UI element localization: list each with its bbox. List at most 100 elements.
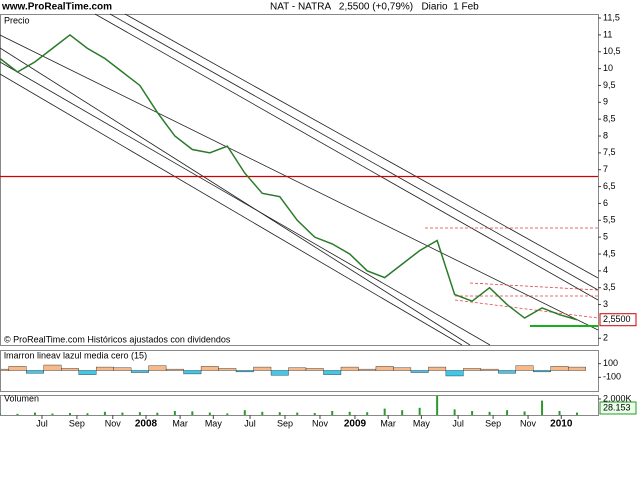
volume-bar <box>156 412 159 415</box>
y-tick-label: 6 <box>603 198 608 208</box>
osc-bar <box>95 366 114 371</box>
volume-bar <box>261 411 264 415</box>
osc-bar <box>148 365 167 371</box>
volume-bar <box>488 411 491 415</box>
volume-bar <box>401 410 404 415</box>
x-tick-label: Nov <box>520 418 537 428</box>
osc-bar <box>78 370 97 375</box>
osc-frame <box>0 350 599 392</box>
x-tick-label: 2010 <box>550 419 573 430</box>
osc-bar <box>8 366 27 371</box>
osc-bar <box>323 370 342 375</box>
volume-bar <box>226 413 229 415</box>
price-line <box>0 33 578 321</box>
x-tick-label: Mar <box>172 418 188 428</box>
channel-lines <box>0 13 599 346</box>
y-tick-label: 8 <box>603 130 608 140</box>
osc-bar <box>428 366 447 371</box>
y-tick-label: 6,5 <box>603 181 616 191</box>
osc-bar <box>288 367 307 371</box>
volume-bar <box>243 410 246 415</box>
y-tick-label: 4 <box>603 265 608 275</box>
osc-bar <box>568 366 586 371</box>
volume-bar <box>541 400 544 415</box>
site: www.ProRealTime.com <box>1 2 112 13</box>
x-tick-label: Sep <box>277 418 293 428</box>
panel-title: lmarron lineav lazul media cero (15) <box>4 350 147 360</box>
volume-bar <box>191 411 194 415</box>
osc-bar <box>515 365 534 371</box>
volume-bar <box>558 411 561 415</box>
y-tick-label: -100 <box>603 372 621 382</box>
volume-bar <box>576 412 579 415</box>
volume-bar <box>436 395 439 415</box>
volume-bar <box>383 408 386 415</box>
volume-bar <box>173 411 176 415</box>
vol-frame <box>0 395 599 416</box>
volume-bar <box>348 411 351 415</box>
osc-bar <box>375 366 394 371</box>
osc-bar <box>165 368 184 371</box>
osc-bar <box>358 368 377 371</box>
volume-bar <box>121 412 124 415</box>
osc-bar <box>60 368 79 371</box>
y-tick-label: 10,5 <box>603 46 621 56</box>
volume-bar <box>208 412 211 415</box>
volume-bar <box>138 412 141 415</box>
volume-bar <box>366 412 369 415</box>
y-tick-label: 4,5 <box>603 248 616 258</box>
volume-bar <box>16 413 19 415</box>
y-tick-label: 5,5 <box>603 215 616 225</box>
volume-bar <box>33 412 36 415</box>
x-tick-label: May <box>205 418 223 428</box>
y-tick-label: 100 <box>603 358 618 368</box>
y-tick-label: 9 <box>603 97 608 107</box>
x-tick-label: 2008 <box>135 419 158 430</box>
volume-bar <box>471 411 474 415</box>
y-tick-label: 10 <box>603 63 613 73</box>
y-tick-label: 7 <box>603 164 608 174</box>
x-tick-label: Sep <box>69 418 85 428</box>
osc-bar <box>463 368 482 371</box>
x-tick-label: May <box>413 418 431 428</box>
x-tick-label: Jul <box>244 418 256 428</box>
volume-bar <box>313 413 316 415</box>
y-tick-label: 2.000K <box>603 393 632 403</box>
osc-bar <box>270 370 289 376</box>
y-tick-label: 3 <box>603 299 608 309</box>
volume-bar <box>506 410 509 415</box>
y-tick-label: 8,5 <box>603 114 616 124</box>
x-tick-label: Nov <box>312 418 329 428</box>
volume-bar <box>453 409 456 415</box>
osc-bar <box>498 370 517 374</box>
volume-bar <box>51 413 54 415</box>
osc-bar <box>0 368 9 371</box>
panel-title: Precio <box>4 15 30 25</box>
x-tick-label: Mar <box>380 418 396 428</box>
volume-bar <box>523 411 526 415</box>
osc-bar <box>340 366 359 371</box>
osc-bar <box>305 368 324 371</box>
osc-bar <box>410 370 429 373</box>
y-tick-label: 5 <box>603 232 608 242</box>
x-tick-label: Nov <box>105 418 122 428</box>
osc-bar <box>480 368 499 371</box>
x-tick-label: Sep <box>485 418 501 428</box>
y-tick-label: 3,5 <box>603 282 616 292</box>
osc-bar <box>113 367 132 371</box>
osc-bar <box>253 366 272 371</box>
osc-bar <box>130 370 149 373</box>
header: NAT - NATRA 2,5500 (+0,79%) Diario 1 Feb <box>270 2 479 13</box>
osc-bar <box>550 366 569 371</box>
osc-bar <box>26 370 44 374</box>
last-value-label: 28.153 <box>603 402 631 412</box>
osc-bar <box>393 367 412 371</box>
volume-bar <box>86 413 89 415</box>
panel-title: Volumen <box>4 393 39 403</box>
volume-bar <box>278 412 281 415</box>
x-tick-label: 2009 <box>344 419 367 430</box>
volume-bar <box>331 411 334 415</box>
last-price-label: 2,5500 <box>603 314 631 324</box>
